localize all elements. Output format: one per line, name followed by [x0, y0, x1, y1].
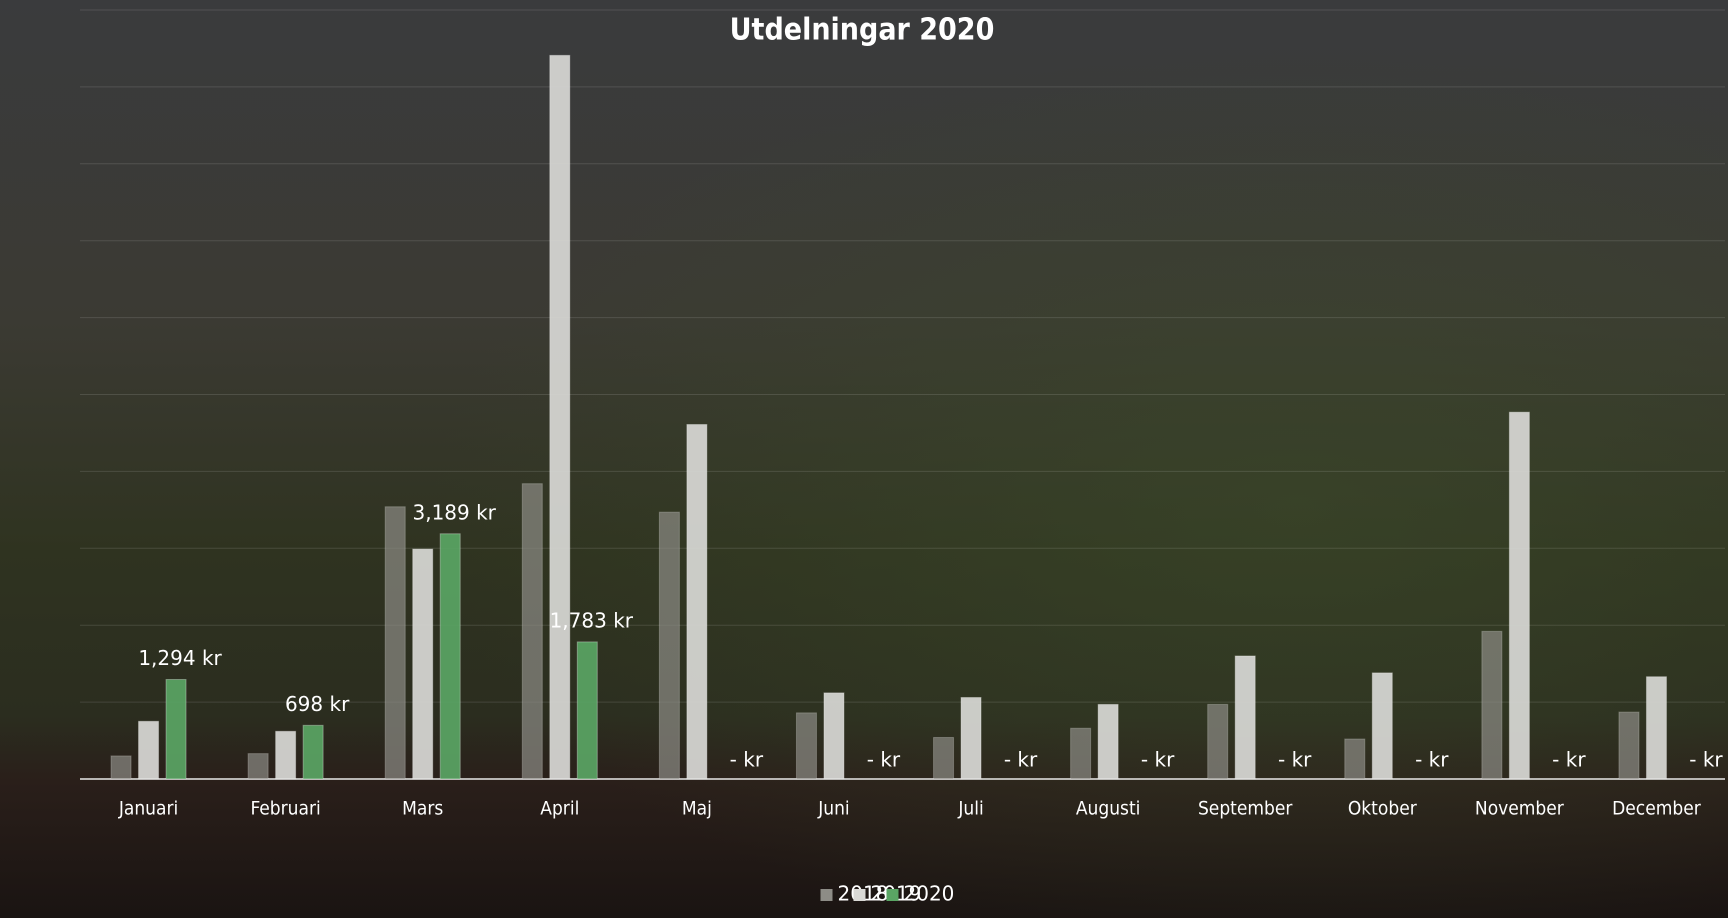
bar	[1618, 711, 1640, 780]
bar	[549, 54, 571, 780]
bar	[1645, 676, 1667, 780]
bar	[1234, 655, 1256, 780]
data-label: 1,294 kr	[138, 646, 222, 670]
data-label: - kr	[730, 748, 764, 772]
x-tick-label: Augusti	[1076, 798, 1141, 820]
x-tick-label: Mars	[402, 798, 443, 820]
bar	[165, 678, 187, 780]
legend-label: 2020	[904, 882, 955, 906]
bar	[823, 692, 845, 780]
data-label: 1,783 kr	[550, 608, 634, 632]
bar	[275, 730, 297, 780]
x-tick-label: April	[540, 798, 579, 820]
bar	[110, 755, 132, 780]
x-tick-label: Januari	[118, 798, 178, 820]
legend-swatch	[886, 889, 899, 901]
legend-swatch	[853, 889, 866, 901]
legend-swatch	[820, 889, 833, 901]
x-tick-label: Oktober	[1348, 798, 1418, 820]
data-label: - kr	[1004, 748, 1038, 772]
bar	[1207, 703, 1229, 780]
data-label: - kr	[1689, 748, 1723, 772]
x-tick-label: Maj	[682, 798, 712, 820]
x-tick-label: Juli	[957, 798, 983, 820]
bar	[412, 548, 434, 780]
data-label: - kr	[1415, 748, 1449, 772]
bar	[960, 696, 982, 780]
bar	[384, 506, 406, 780]
data-label: 3,189 kr	[412, 500, 496, 524]
data-label: - kr	[1552, 748, 1586, 772]
chart-title: Utdelningar 2020	[730, 13, 995, 48]
bar	[1481, 630, 1503, 780]
data-label: - kr	[1278, 748, 1312, 772]
data-label: 698 kr	[285, 692, 350, 716]
bar	[933, 736, 955, 780]
bar	[576, 641, 598, 780]
bar	[795, 712, 817, 780]
bar	[658, 511, 680, 780]
x-tick-label: November	[1475, 798, 1565, 820]
bar	[521, 483, 543, 780]
bar	[1344, 738, 1366, 780]
bar	[1070, 727, 1092, 780]
legend: 201820192020	[820, 882, 955, 906]
x-tick-label: September	[1198, 798, 1293, 820]
data-label: - kr	[1141, 748, 1175, 772]
bar	[686, 423, 708, 780]
x-tick-label: Juni	[817, 798, 849, 820]
data-label: - kr	[867, 748, 901, 772]
bar	[1371, 672, 1393, 780]
bar	[138, 720, 160, 780]
bar	[1097, 703, 1119, 780]
bar	[247, 753, 269, 780]
x-tick-label: Februari	[250, 798, 320, 820]
bar	[439, 533, 461, 780]
x-tick-label: December	[1612, 798, 1702, 820]
bar	[302, 724, 324, 780]
bar	[1508, 411, 1530, 780]
